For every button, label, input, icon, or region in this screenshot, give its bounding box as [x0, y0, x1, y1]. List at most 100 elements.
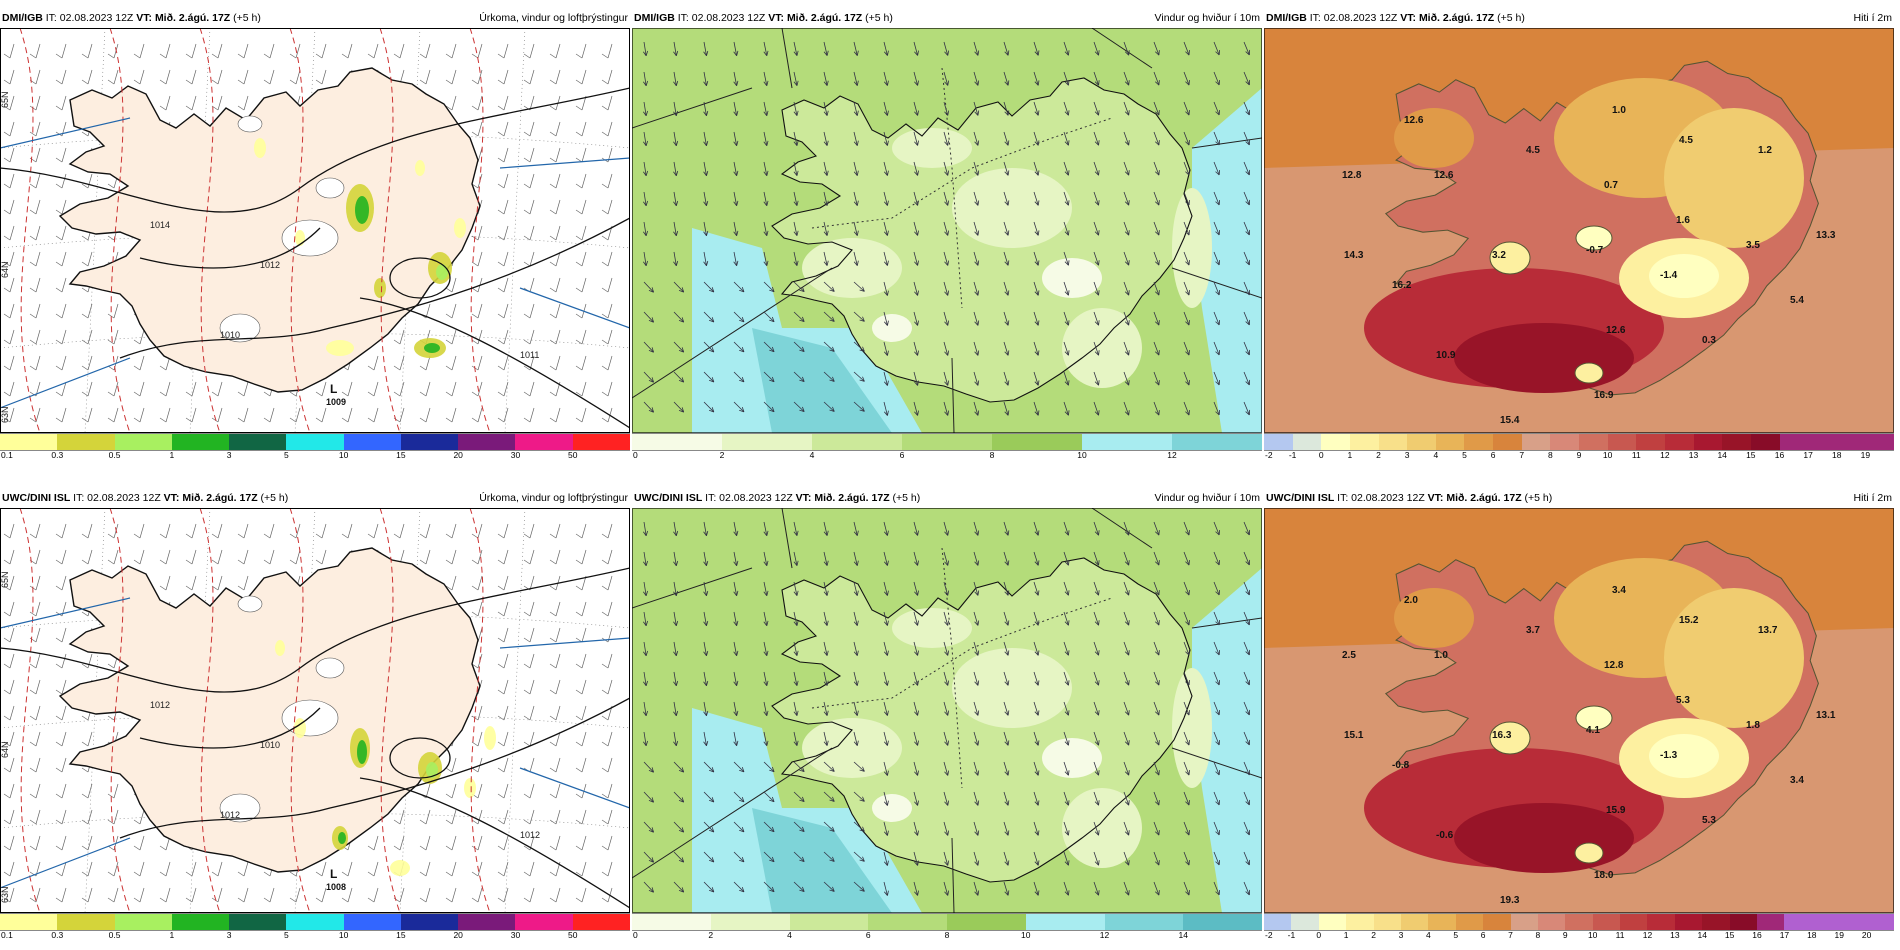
wind-arrow-icon — [913, 371, 919, 386]
colorbar-swatch — [1750, 434, 1780, 450]
colorbar-tick: 1 — [1343, 930, 1349, 940]
wind-arrow-icon — [1183, 641, 1190, 656]
colorbar-swatch — [1636, 434, 1665, 450]
wind-barb-icon — [315, 861, 327, 877]
colorbar-tick: 0 — [1316, 930, 1322, 940]
wind-arrow-icon — [853, 611, 859, 626]
wind-arrow-icon — [1213, 221, 1220, 236]
precip-map[interactable]: 1012 1012 1010 1012 L 1008 65N 64N 63N — [0, 508, 630, 913]
colorbar-tick: 10 — [1602, 450, 1613, 460]
temperature-value: 12.6 — [1606, 325, 1626, 336]
wind-barb-icon — [575, 407, 587, 423]
wind-barb-icon — [497, 887, 509, 903]
wind-barb-icon — [393, 523, 405, 539]
temperature-value: 12.8 — [1604, 660, 1624, 671]
wind-barb-icon — [445, 575, 457, 591]
precip-area — [295, 230, 305, 246]
wind-arrow-icon — [673, 641, 679, 657]
wind-barb-icon — [55, 731, 67, 747]
wind-barb-icon — [497, 835, 509, 851]
wind-arrow-icon — [853, 791, 865, 802]
wind-arrow-icon — [793, 851, 805, 862]
wind-barb-icon — [393, 355, 405, 371]
wind-arrow-icon — [643, 281, 654, 293]
wind-barb-icon — [601, 835, 613, 851]
wind-barb-icon — [237, 861, 249, 877]
colorbar-swatch — [1664, 434, 1694, 450]
wind-arrow-icon — [763, 341, 775, 353]
wind-barb-icon — [315, 43, 327, 59]
wind-arrow-icon — [642, 701, 648, 717]
wind-arrow-icon — [1003, 521, 1010, 536]
grid-line — [951, 357, 955, 433]
wind-barb-icon — [523, 199, 535, 215]
wind-arrow-icon — [673, 341, 685, 353]
colorbar-tick: 13 — [1688, 450, 1699, 460]
wind-arrow-icon — [1093, 311, 1100, 326]
wind-arrow-icon — [973, 581, 980, 596]
precip-area — [357, 740, 367, 764]
colorbar-swatch — [229, 914, 287, 930]
wind-arrow-icon — [1243, 281, 1251, 296]
panel-header: UWC/DINI ISL IT: 02.08.2023 12Z VT: Mið.… — [1264, 480, 1894, 508]
colorbar-swatch — [632, 434, 722, 450]
wind-arrow-icon — [733, 281, 745, 293]
wind-arrow-icon — [1063, 521, 1070, 536]
wind-arrow-icon — [703, 131, 709, 147]
wind-barb-icon — [55, 277, 67, 293]
wind-arrow-icon — [1153, 671, 1160, 686]
isotherm-line — [469, 508, 491, 913]
wind-arrow-icon — [1033, 611, 1040, 626]
wind-barb-icon — [497, 355, 509, 371]
colorbar-swatch — [1183, 914, 1262, 930]
wind-barb-icon — [445, 809, 457, 825]
wind-arrow-icon — [642, 581, 648, 597]
wind-arrow-icon — [943, 41, 950, 56]
wind-barb-icon — [29, 679, 41, 695]
wind-barb-icon — [55, 199, 67, 215]
wind-barb-icon — [497, 199, 509, 215]
wind-barb-icon — [315, 69, 327, 85]
temperature-map[interactable]: 12.6 1.0 4.5 4.5 1.2 12.8 12.6 0.7 1.6 13.3 14.3 3.… — [1264, 28, 1894, 433]
wind-zone — [1192, 568, 1262, 913]
wind-arrow-icon — [1033, 161, 1040, 176]
wind-arrow-icon — [1033, 281, 1040, 296]
wind-barb-icon — [575, 575, 587, 591]
wind-arrow-icon — [823, 311, 835, 322]
colorbar-tick: 3 — [226, 930, 232, 940]
temperature-map[interactable]: 2.0 3.4 3.7 15.2 13.7 2.5 1.0 12.8 5.3 13.1 15.1 16… — [1264, 508, 1894, 913]
wind-barb-icon — [3, 835, 15, 851]
wind-arrow-icon — [1063, 731, 1070, 746]
precip-map[interactable]: 1010 1014 1012 1011 L 1009 65N 64N 63N — [0, 28, 630, 433]
wind-barb-icon — [601, 329, 613, 345]
wind-arrow-icon — [1003, 581, 1010, 596]
wind-arrow-icon — [1243, 161, 1251, 176]
wind-map[interactable] — [632, 508, 1262, 913]
wind-arrow-icon — [913, 551, 919, 566]
wind-arrow-icon — [853, 251, 859, 266]
temperature-value: 5.3 — [1676, 695, 1690, 706]
wind-arrow-icon — [763, 71, 769, 86]
wind-arrow-icon — [733, 611, 739, 626]
wind-map[interactable] — [632, 28, 1262, 433]
wind-barb-icon — [549, 225, 561, 241]
wind-arrow-icon — [703, 101, 709, 117]
colorbar-swatch — [1866, 914, 1894, 930]
temperature-value: 3.4 — [1612, 585, 1626, 596]
colorbar-tick: 14 — [1178, 930, 1188, 940]
wind-arrow-icon — [1033, 581, 1040, 596]
temperature-value: 1.0 — [1434, 650, 1448, 661]
wind-barb-icon — [497, 277, 509, 293]
wind-barb-icon — [575, 653, 587, 669]
wind-barb-icon — [471, 303, 483, 319]
wind-arrow-icon — [883, 371, 889, 386]
temperature-value: 3.5 — [1746, 240, 1760, 251]
wind-barb-icon — [3, 887, 15, 903]
wind-barb-icon — [393, 835, 405, 851]
wind-barb-icon — [133, 861, 145, 877]
colorbar-swatch — [992, 434, 1082, 450]
wind-arrow-icon — [1183, 221, 1190, 236]
wind-arrow-icon — [793, 401, 805, 412]
colorbar-swatch — [1264, 434, 1293, 450]
wind-arrow-icon — [913, 791, 919, 806]
